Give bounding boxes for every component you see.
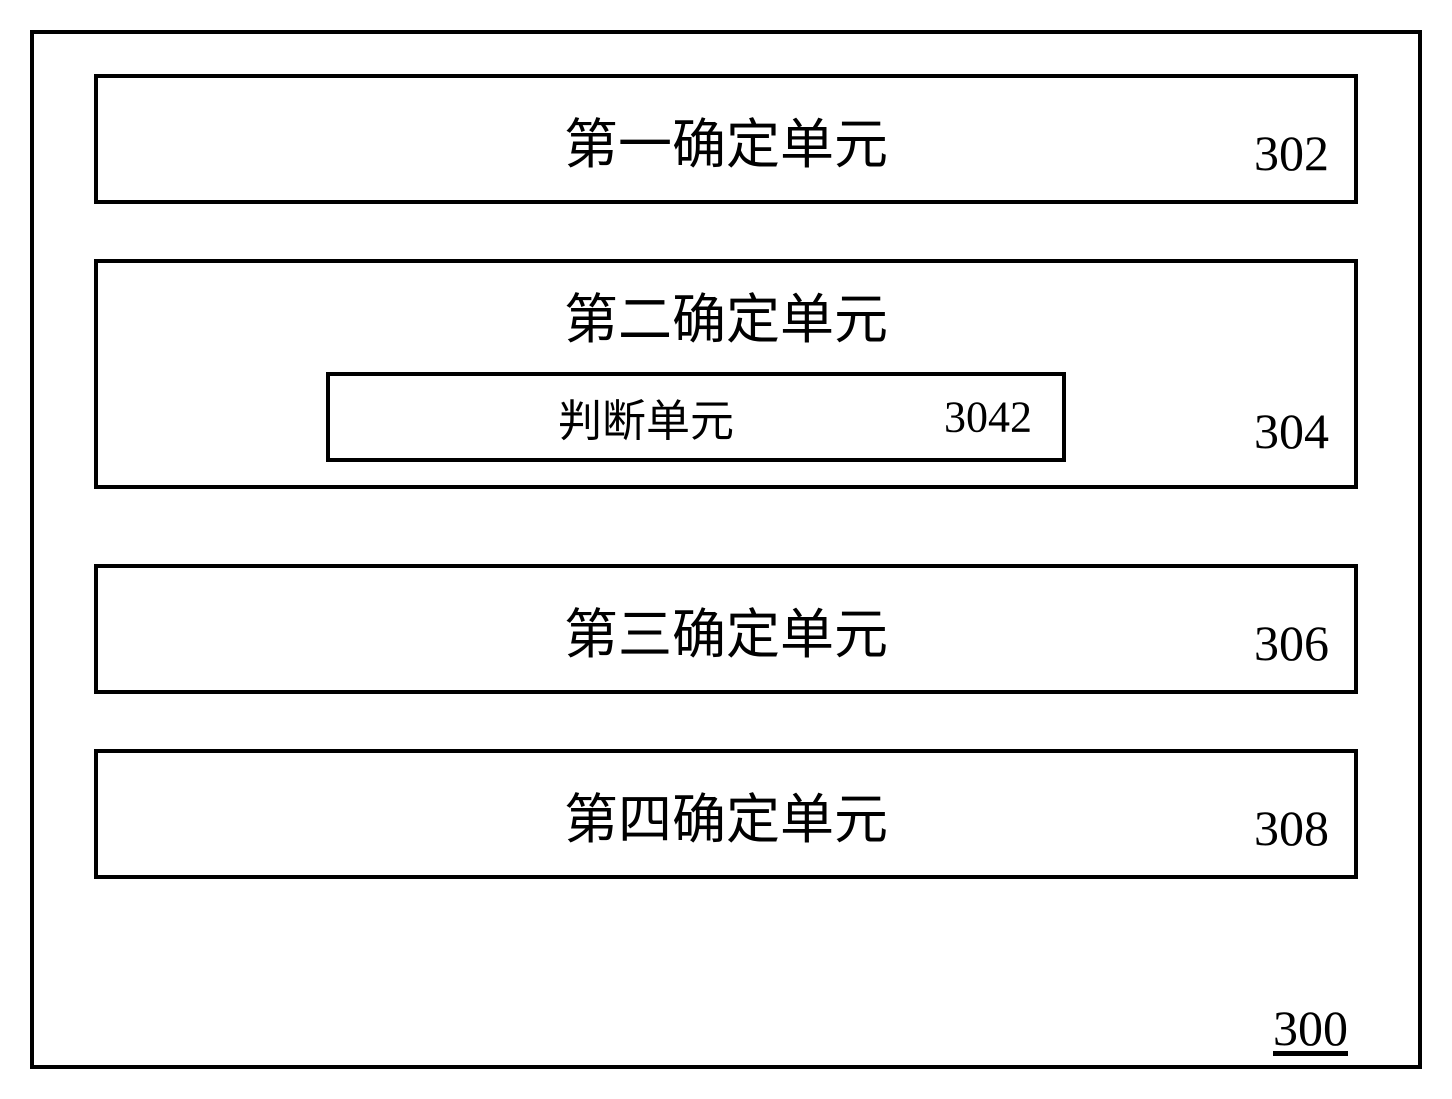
unit-box-1: 第一确定单元 302	[94, 74, 1358, 204]
unit-box-2: 第二确定单元 判断单元 3042 304	[94, 259, 1358, 489]
unit-number-4: 308	[1254, 799, 1329, 857]
inner-unit-box: 判断单元 3042	[326, 372, 1066, 462]
unit-label-1: 第一确定单元	[564, 100, 888, 179]
inner-unit-number: 3042	[944, 392, 1032, 443]
container-number: 300	[1273, 999, 1348, 1057]
unit-box-4: 第四确定单元 308	[94, 749, 1358, 879]
inner-unit-label: 判断单元	[558, 385, 734, 449]
unit-box-3: 第三确定单元 306	[94, 564, 1358, 694]
unit-label-2: 第二确定单元	[564, 275, 888, 354]
unit-label-3: 第三确定单元	[564, 590, 888, 669]
unit-number-3: 306	[1254, 614, 1329, 672]
unit-number-1: 302	[1254, 124, 1329, 182]
unit-number-2: 304	[1254, 402, 1329, 460]
diagram-container: 第一确定单元 302 第二确定单元 判断单元 3042 304 第三确定单元 3…	[30, 30, 1422, 1069]
unit-label-4: 第四确定单元	[564, 775, 888, 854]
